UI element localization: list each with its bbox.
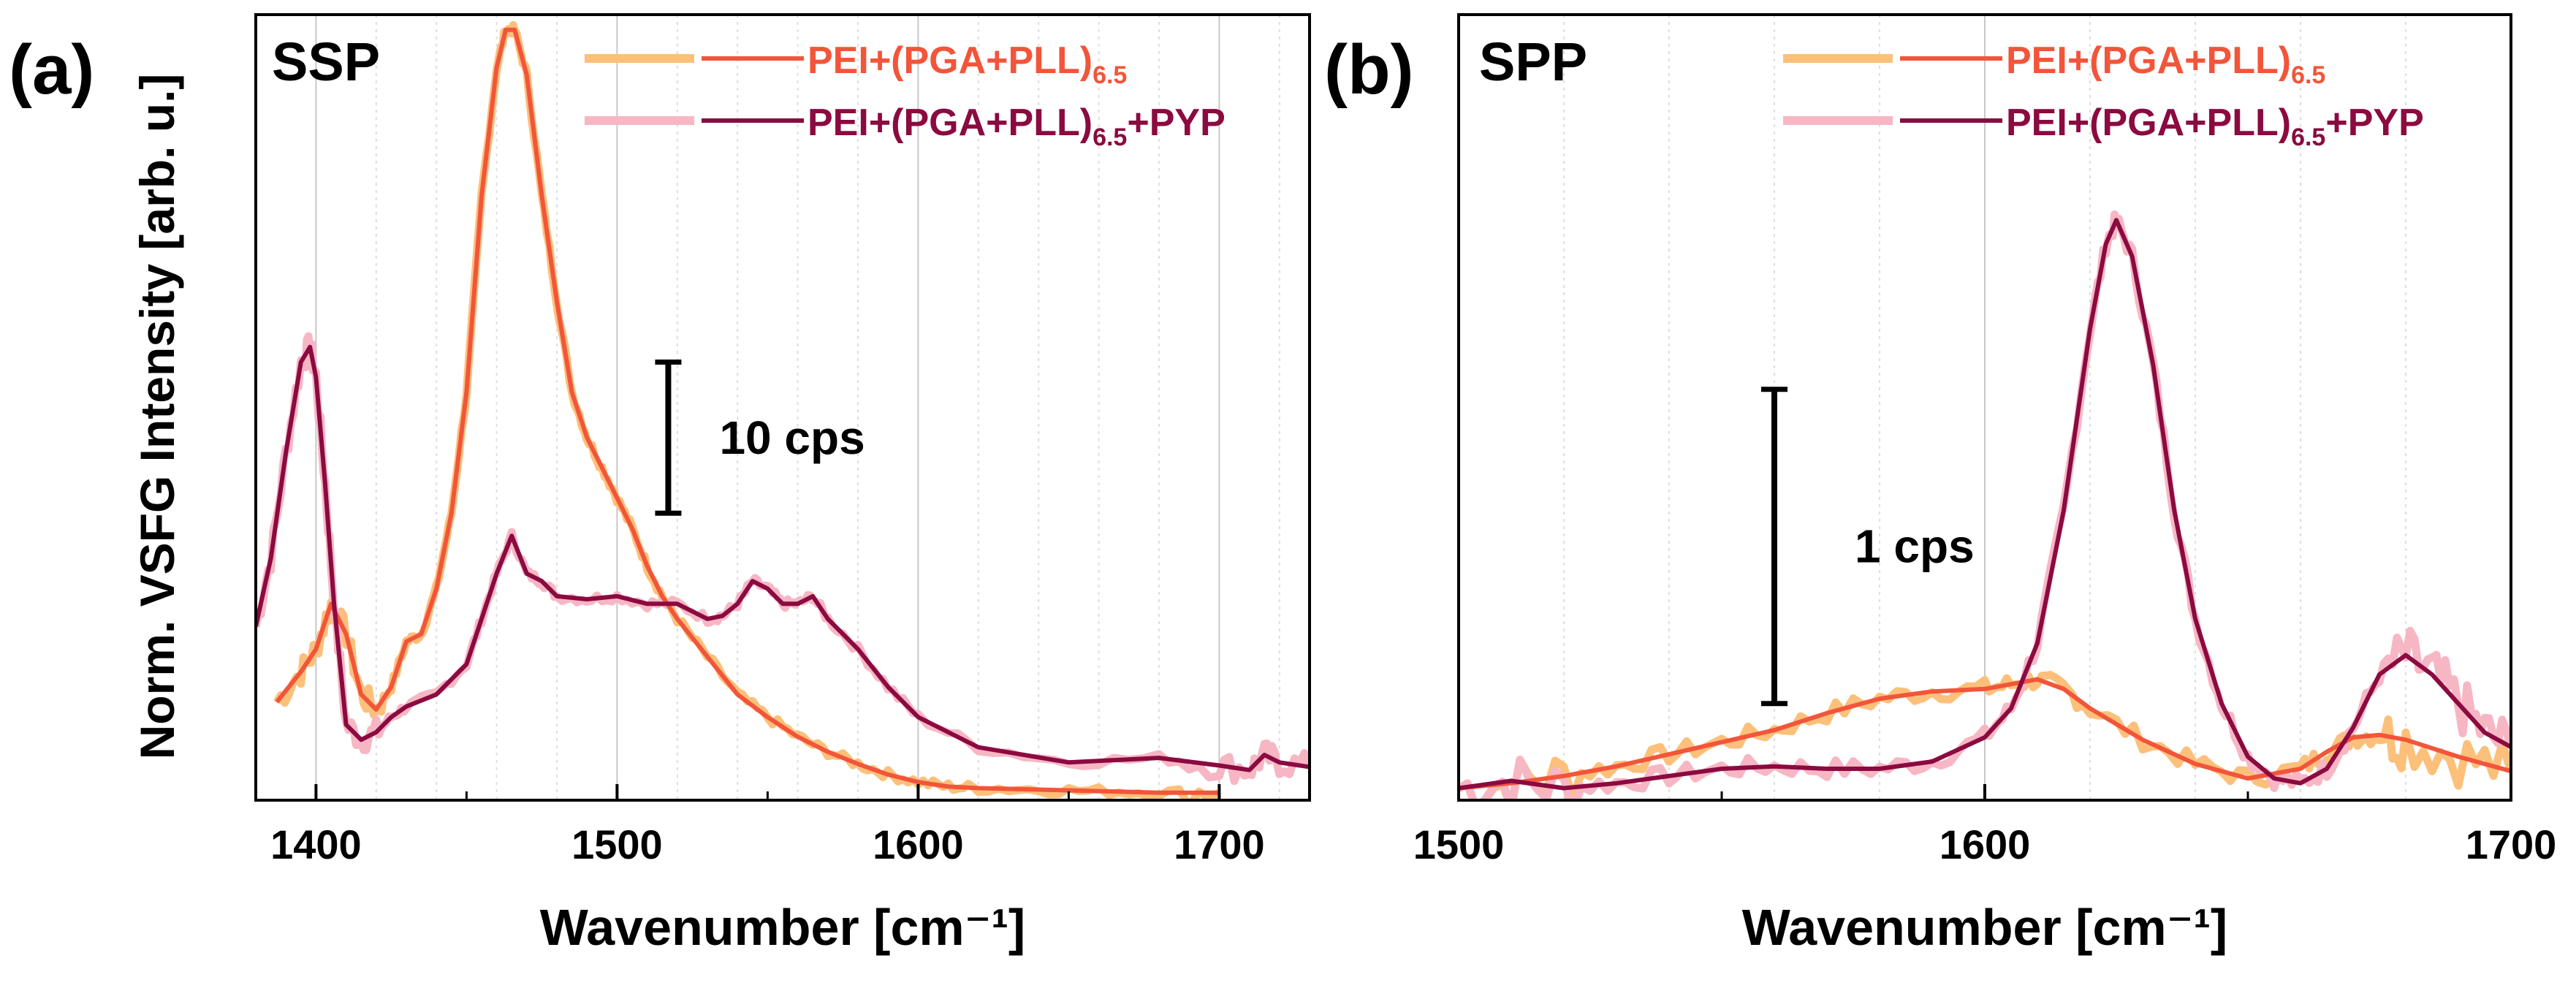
fit-line-base: [1459, 677, 2511, 791]
x-tick-label: 1700: [2466, 821, 2557, 867]
panel-a: 1400 1500 1600 1700 Wavenumber [cm⁻¹] 10 cps…: [9, 13, 1311, 956]
fit-line-pyp: [256, 344, 1310, 772]
panel-a-scalebar: 10 cps: [655, 359, 865, 516]
x-tick-label: 1600: [1939, 821, 2031, 867]
legend-label: PEI+(PGA+PLL)6.5: [2006, 39, 2325, 89]
panel-b-polarization: SPP: [1479, 31, 1587, 92]
fit-line-base: [275, 27, 1220, 795]
panel-a-label: (a): [9, 31, 94, 109]
panel-a-x-ticks: 1400 1500 1600 1700 Wavenumber [cm⁻¹]: [270, 784, 1265, 956]
legend-label: PEI+(PGA+PLL)6.5: [808, 39, 1127, 89]
x-tick-label: 1500: [1413, 821, 1505, 867]
panel-b-label: (b): [1324, 31, 1414, 109]
panel-b-legend: PEI+(PGA+PLL)6.5 PEI+(PGA+PLL)6.5+PYP: [1783, 39, 2424, 151]
x-axis-title: Wavenumber [cm⁻¹]: [540, 899, 1025, 956]
panel-b-fit-lines: [1459, 218, 2511, 791]
x-tick-label: 1600: [873, 821, 964, 867]
panel-a-fit-lines: [256, 27, 1310, 795]
scalebar-label: 1 cps: [1855, 520, 1975, 573]
panel-b-x-ticks: 1500 1600 1700 Wavenumber [cm⁻¹]: [1413, 784, 2557, 956]
scalebar-label: 10 cps: [719, 411, 865, 464]
legend-label: PEI+(PGA+PLL)6.5+PYP: [808, 102, 1226, 151]
panel-a-legend: PEI+(PGA+PLL)6.5 PEI+(PGA+PLL)6.5+PYP: [585, 39, 1226, 151]
panel-a-polarization: SSP: [272, 31, 380, 92]
panel-a-y-axis-title: Norm. VSFG Intensity [arb. u.]: [130, 74, 184, 760]
panel-b-scalebar: 1 cps: [1761, 387, 1975, 707]
x-tick-label: 1400: [270, 821, 362, 867]
legend-label: PEI+(PGA+PLL)6.5+PYP: [2006, 102, 2424, 151]
fit-line-pyp: [1459, 218, 2511, 791]
x-tick-label: 1700: [1174, 821, 1265, 867]
x-tick-label: 1500: [571, 821, 663, 867]
x-axis-title: Wavenumber [cm⁻¹]: [1742, 899, 2227, 956]
raw-trace-pyp: [256, 332, 1310, 786]
panel-a-plot-frame: [254, 13, 1311, 802]
